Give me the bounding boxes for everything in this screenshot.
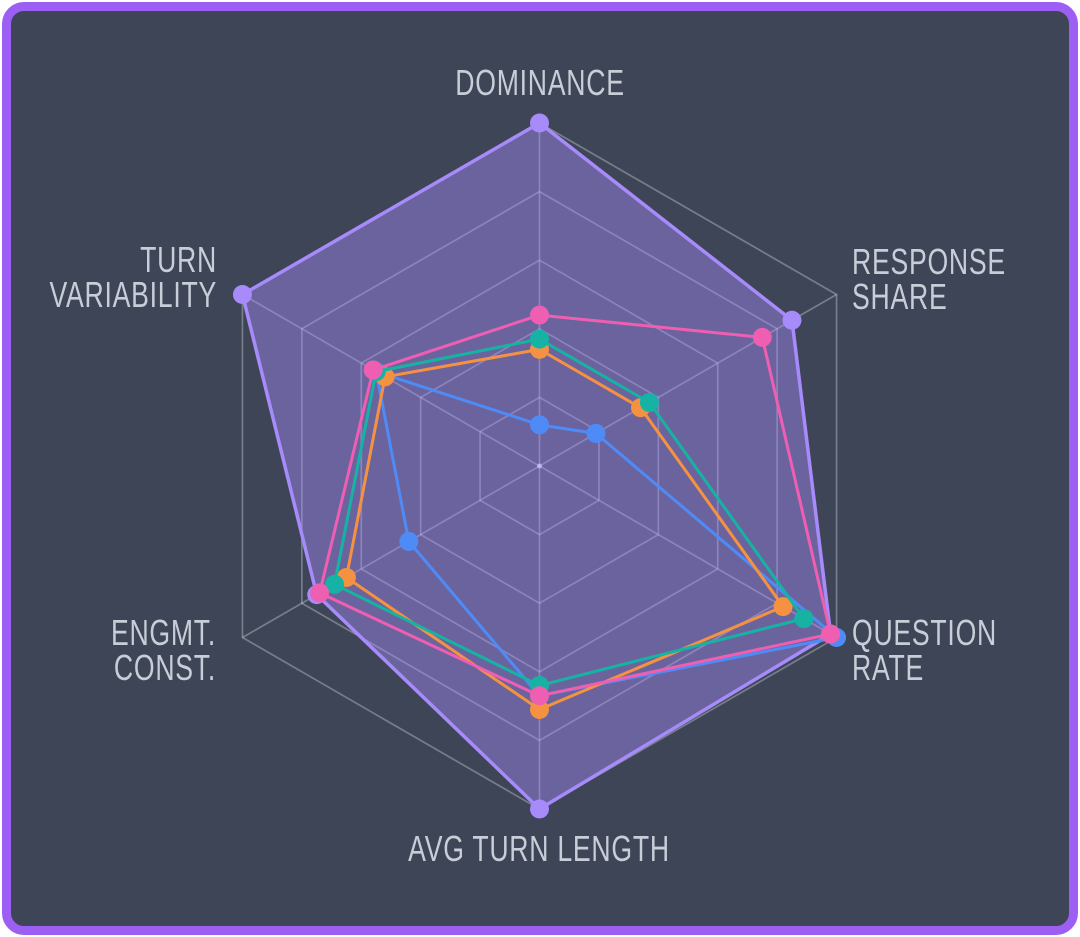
grid-ring: [419, 327, 660, 605]
axis-label-line: RESPONSE: [852, 241, 1006, 282]
series-pink-point-1: [752, 327, 772, 347]
grid-ring: [301, 190, 778, 742]
series-blue-point-0: [530, 415, 549, 435]
axis-label-line: TURN: [140, 239, 217, 280]
grid-spoke: [242, 465, 540, 639]
axis-label-2: QUESTION RATE: [852, 612, 997, 688]
axis-label-line: SHARE: [852, 276, 947, 317]
series-pink-point-0: [530, 305, 549, 325]
series-pink-point-4: [310, 583, 330, 603]
axis-label-1: RESPONSE SHARE: [852, 241, 1006, 317]
axis-labels: DOMINANCE RESPONSE SHARE QUESTION RATE AVG TU…: [50, 62, 1006, 869]
series-pink: [310, 305, 841, 706]
axis-label-line: ENGMT.: [111, 612, 216, 653]
axis-label-0: DOMINANCE: [455, 62, 624, 103]
series-orange-point-3: [530, 700, 549, 720]
series-purple-point-0: [530, 113, 549, 133]
series-purple-point-3: [530, 799, 549, 819]
axis-label-3: AVG TURN LENGTH: [408, 828, 670, 869]
series-purple-point-1: [782, 310, 802, 330]
series-orange-point-2: [773, 597, 793, 617]
axis-label-line: CONST.: [114, 647, 216, 688]
series-teal-point-4: [325, 574, 345, 594]
axis-label-line: DOMINANCE: [455, 62, 624, 103]
series-blue-point-1: [586, 423, 606, 443]
axis-label-line: AVG TURN LENGTH: [408, 828, 670, 869]
series-teal-point-0: [530, 329, 549, 349]
axis-label-4: ENGMT. CONST.: [111, 612, 216, 688]
axis-label-line: QUESTION: [852, 612, 997, 653]
series-blue-point-4: [399, 531, 419, 551]
grid-center-dot: [537, 463, 542, 469]
series-teal-point-2: [794, 609, 814, 629]
axis-label-line: RATE: [852, 647, 924, 688]
grid-ring: [360, 259, 719, 673]
axis-label-5: TURN VARIABILITY: [50, 239, 217, 315]
series-pink-point-3: [530, 686, 549, 706]
axis-label-line: VARIABILITY: [50, 274, 217, 315]
series-teal-point-1: [639, 393, 659, 413]
series-pink-point-2: [821, 624, 841, 644]
series-purple-point-5: [232, 285, 252, 304]
series-pink-point-5: [363, 360, 383, 380]
